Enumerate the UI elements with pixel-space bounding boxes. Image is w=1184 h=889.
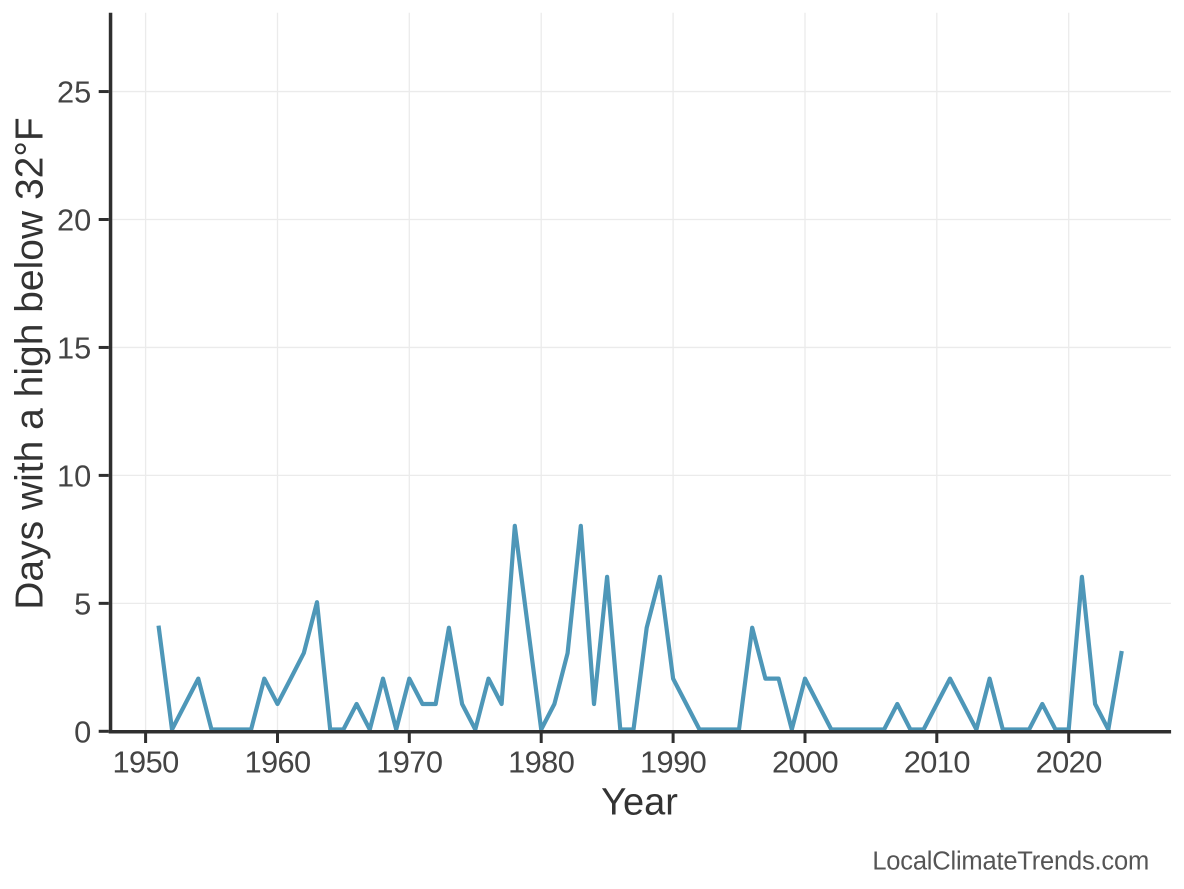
svg-text:1960: 1960: [244, 745, 310, 780]
svg-text:0: 0: [74, 714, 91, 749]
svg-text:20: 20: [57, 202, 91, 237]
svg-text:10: 10: [57, 458, 91, 493]
svg-text:Year: Year: [601, 782, 678, 824]
svg-text:1970: 1970: [376, 745, 442, 780]
svg-text:1950: 1950: [113, 745, 179, 780]
svg-text:Days with a high below 32°F: Days with a high below 32°F: [8, 117, 51, 610]
svg-text:LocalClimateTrends.com: LocalClimateTrends.com: [872, 847, 1149, 875]
svg-text:2010: 2010: [904, 745, 970, 780]
svg-text:5: 5: [74, 586, 91, 621]
svg-text:1990: 1990: [640, 745, 706, 780]
svg-text:2020: 2020: [1036, 745, 1102, 780]
svg-text:2000: 2000: [772, 745, 838, 780]
svg-text:1980: 1980: [508, 745, 574, 780]
svg-text:25: 25: [57, 75, 91, 110]
svg-text:15: 15: [57, 330, 91, 365]
